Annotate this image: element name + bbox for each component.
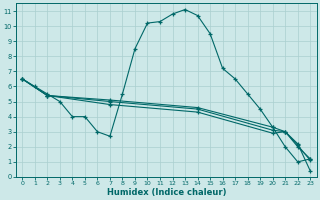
X-axis label: Humidex (Indice chaleur): Humidex (Indice chaleur) [107, 188, 226, 197]
